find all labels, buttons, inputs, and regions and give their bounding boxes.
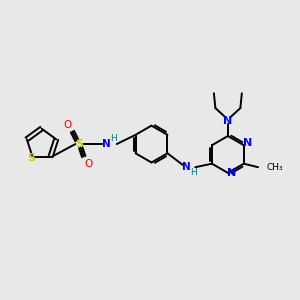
Text: CH₃: CH₃: [266, 163, 283, 172]
Text: N: N: [223, 116, 232, 126]
Text: N: N: [243, 139, 253, 148]
Text: N: N: [102, 139, 110, 149]
Text: S: S: [27, 153, 35, 163]
Text: S: S: [75, 139, 83, 149]
Text: N: N: [227, 169, 237, 178]
Text: H: H: [110, 134, 117, 143]
Text: N: N: [182, 162, 190, 172]
Text: O: O: [84, 159, 92, 169]
Text: H: H: [190, 168, 197, 177]
Text: O: O: [63, 120, 71, 130]
